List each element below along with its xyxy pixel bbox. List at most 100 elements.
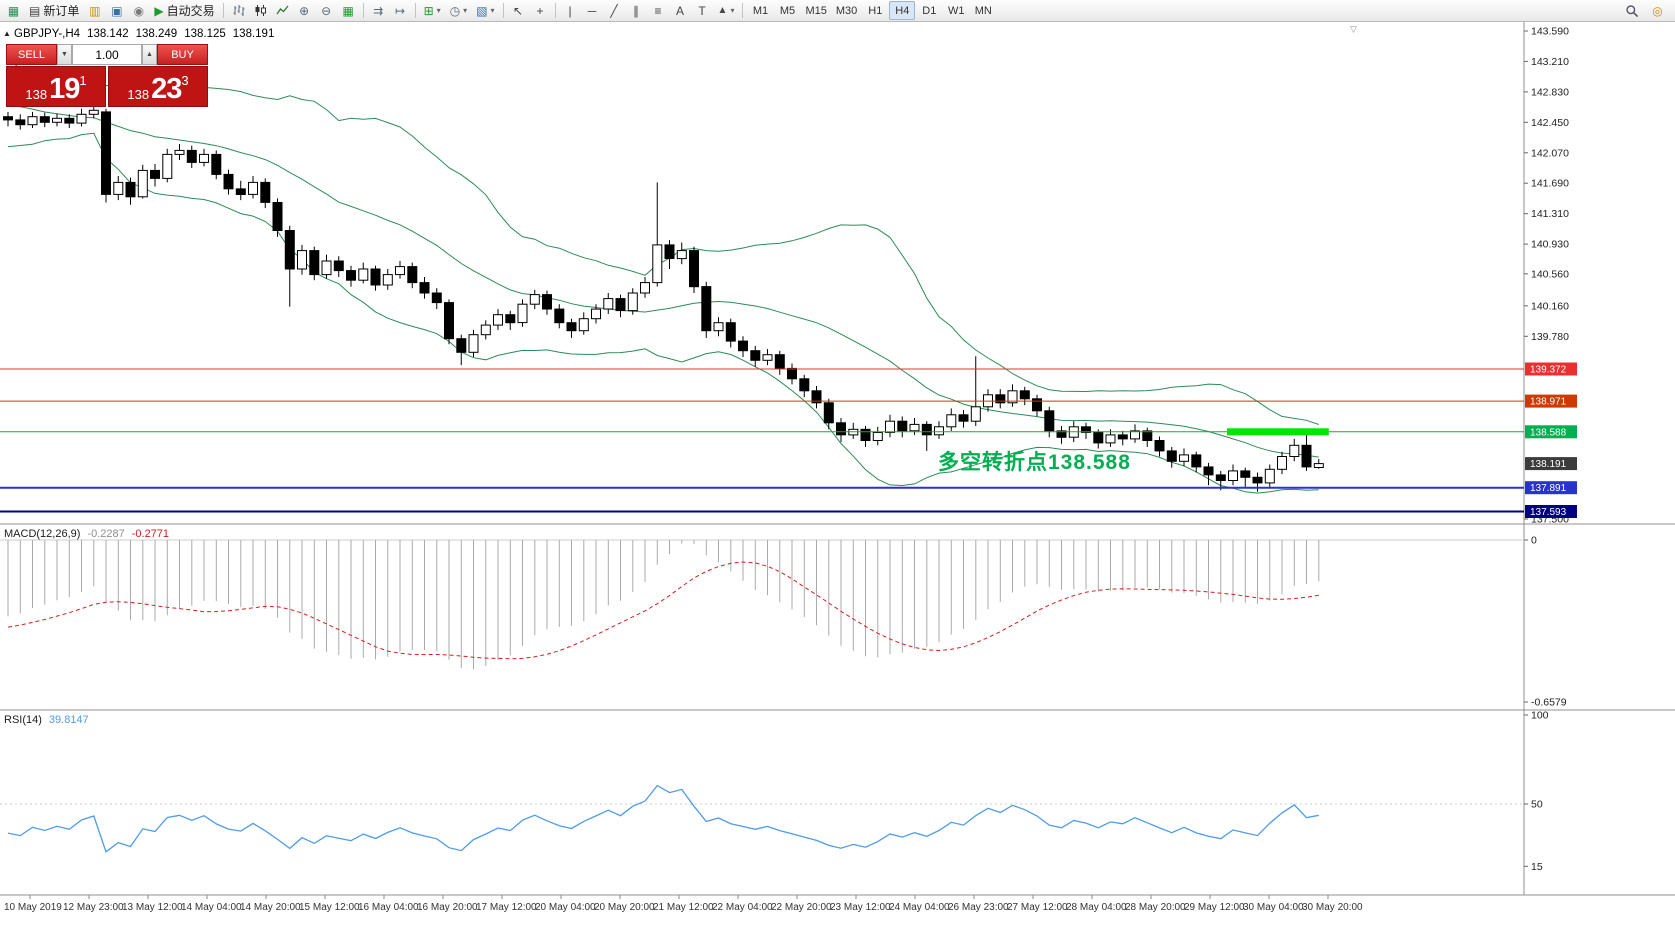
periods-button[interactable]: ◷ ▾	[446, 1, 472, 20]
timeframe-button-m30[interactable]: M30	[835, 4, 858, 17]
text-label-button[interactable]: T	[692, 1, 713, 20]
sell-price-display[interactable]: 138 19 1	[6, 66, 106, 107]
candle	[1203, 466, 1214, 476]
buy-price-display[interactable]: 138 23 3	[108, 66, 208, 107]
candle	[1191, 454, 1202, 468]
time-axis-label: 15 May 12:00	[299, 902, 360, 913]
candle	[431, 292, 442, 304]
cursor-button[interactable]: ↖	[508, 1, 529, 20]
candle	[76, 113, 87, 124]
volume-decrease-button[interactable]: ▼	[57, 44, 72, 65]
rsi-plot: 100 50 15	[0, 710, 1549, 873]
toolbar-separator	[222, 3, 224, 18]
sell-button[interactable]: SELL	[6, 44, 57, 65]
timeframe-button-h4[interactable]: H4	[889, 1, 916, 20]
crosshair-button[interactable]: +	[530, 1, 551, 20]
price-badge-label: 139.372	[1530, 365, 1567, 376]
timeframe-button-d1[interactable]: D1	[922, 4, 937, 17]
new-order-icon: ▤	[29, 3, 41, 18]
time-axis-label: 14 May 20:00	[240, 902, 301, 913]
auto-scroll-button[interactable]: ⇉	[368, 1, 389, 20]
new-chart-button[interactable]: ▦	[3, 1, 24, 20]
autotrading-play-icon: ▶	[154, 3, 164, 18]
candle	[799, 378, 810, 392]
timeframe-button-m1[interactable]: M1	[752, 4, 769, 17]
zoom-out-button[interactable]: ⊖	[316, 1, 337, 20]
trendline-button[interactable]: ╱	[604, 1, 625, 20]
toolbar-right-group: ◎	[1621, 1, 1672, 20]
candle	[1056, 430, 1067, 438]
time-axis-label: 12 May 23:00	[63, 902, 124, 913]
templates-button[interactable]: ▧ ▾	[472, 1, 498, 20]
chart-shift-button[interactable]: ↦	[390, 1, 411, 20]
rsi-line	[7, 784, 1319, 853]
price-axis-label: 143.590	[1531, 26, 1569, 38]
channel-button[interactable]: ∥	[626, 1, 647, 20]
shapes-button[interactable]: ▲ ▾	[714, 1, 739, 20]
buy-button[interactable]: BUY	[157, 44, 208, 65]
time-axis-label: 29 May 12:00	[1184, 902, 1245, 913]
collapse-panel-icon[interactable]: ▲	[3, 29, 11, 38]
candle	[309, 250, 320, 276]
zoom-in-button[interactable]: ⊕	[294, 1, 315, 20]
time-axis-label: 24 May 04:00	[889, 902, 950, 913]
timeframe-button-w1[interactable]: W1	[948, 4, 965, 17]
candle	[1228, 470, 1238, 481]
timeframe-button-m15[interactable]: M15	[805, 4, 827, 17]
horizontal-line-icon: ─	[587, 3, 597, 18]
candle	[248, 181, 258, 195]
text-button[interactable]: A	[670, 1, 691, 20]
turning-point-highlight-bar[interactable]	[1227, 428, 1329, 436]
search-icon	[1626, 4, 1639, 17]
tile-windows-button[interactable]: ▦	[338, 1, 359, 20]
autotrading-button[interactable]: ▶ 自动交易	[150, 1, 218, 20]
volume-field-wrap	[72, 44, 142, 65]
candle	[321, 260, 332, 276]
line-chart-type-button[interactable]	[272, 1, 293, 20]
candle	[725, 322, 736, 342]
timeframe-button-m5[interactable]: M5	[779, 4, 796, 17]
candle	[1240, 470, 1251, 478]
horizontal-line-button[interactable]: ─	[582, 1, 603, 20]
timeframe-button-h1[interactable]: H1	[868, 4, 883, 17]
candle	[493, 314, 503, 326]
rsi-axis-label: 15	[1531, 861, 1543, 873]
toolbar-separator	[742, 3, 744, 18]
market-watch-button[interactable]: ▥	[84, 1, 105, 20]
candle	[1166, 450, 1177, 462]
community-button[interactable]: ◎	[1647, 1, 1668, 20]
vertical-line-button[interactable]: |	[560, 1, 581, 20]
candle	[137, 169, 148, 198]
navigator-button[interactable]: ◉	[128, 1, 149, 20]
new-order-button[interactable]: ▤ 新订单	[25, 1, 83, 20]
fibonacci-button[interactable]: ≡	[648, 1, 669, 20]
new-chart-icon: ▦	[7, 3, 20, 18]
timeframe-button-mn[interactable]: MN	[974, 4, 992, 17]
candle	[676, 250, 687, 260]
chart-area: 0 -0.6579 100 50 15 143.590 143.210 142.830 142.…	[0, 22, 1675, 949]
new-order-label: 新订单	[43, 4, 80, 18]
price-axis-label: 141.310	[1531, 208, 1569, 220]
data-window-button[interactable]: ▣	[106, 1, 127, 20]
text-label-icon: T	[698, 3, 706, 18]
time-axis-label: 17 May 12:00	[476, 902, 537, 913]
candle	[186, 149, 197, 163]
candle	[88, 109, 99, 115]
candlestick-type-button[interactable]	[250, 1, 271, 20]
indicators-button[interactable]: ⊞ ▾	[420, 1, 445, 20]
volume-input[interactable]	[73, 45, 141, 64]
search-button[interactable]	[1621, 1, 1643, 20]
bar-chart-type-button[interactable]	[228, 1, 249, 20]
candle	[762, 354, 773, 361]
cursor-icon: ↖	[513, 3, 524, 18]
candle	[52, 117, 62, 123]
price-badge-label: 138.588	[1530, 427, 1567, 438]
candle	[1105, 434, 1116, 444]
bollinger-lower-line	[7, 132, 1319, 494]
candle	[162, 153, 173, 179]
volume-increase-button[interactable]: ▲	[142, 44, 157, 65]
candle	[505, 314, 516, 324]
zoom-in-icon: ⊕	[299, 3, 310, 18]
candle	[1081, 426, 1091, 433]
